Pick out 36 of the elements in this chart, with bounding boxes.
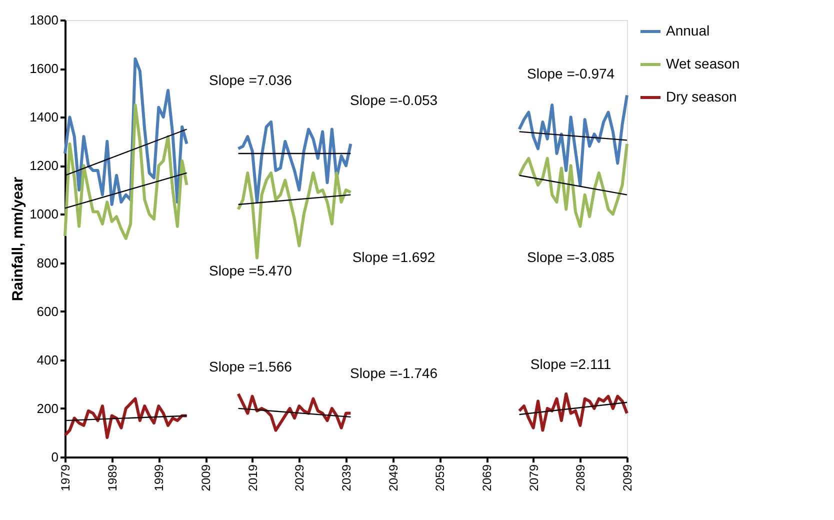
y-tick-label: 1600 [30, 61, 58, 76]
x-tick-label: 2099 [620, 464, 634, 492]
legend-label: Wet season [666, 56, 740, 72]
legend-label: Annual [666, 22, 710, 38]
x-tick-label: 2029 [292, 464, 307, 492]
y-tick-label: 400 [36, 352, 58, 368]
y-tick-label: 600 [36, 304, 58, 319]
annotation: Slope =-0.974 [527, 66, 615, 82]
annotation: Slope =5.470 [209, 262, 292, 278]
x-tick-label: 1979 [58, 464, 72, 492]
y-axis-title: Rainfall, mm/year [10, 176, 27, 302]
x-tick-label: 2039 [340, 464, 354, 492]
legend-label: Dry season [666, 88, 737, 104]
y-tick-label: 1200 [30, 158, 58, 174]
x-tick-label: 2009 [199, 464, 213, 492]
annotation: Slope =7.036 [209, 72, 292, 88]
x-tick-label: 2079 [526, 464, 541, 492]
annotation: Slope =-3.085 [527, 249, 615, 266]
y-tick-label: 200 [36, 400, 58, 416]
y-tick-label: 1000 [30, 206, 58, 222]
x-tick-label: 2059 [433, 464, 448, 492]
annotation: Slope =-1.746 [350, 364, 438, 381]
x-tick-label: 2089 [574, 464, 588, 492]
annotation: Slope =1.566 [209, 358, 292, 374]
y-tick-label: 1800 [30, 12, 58, 28]
x-tick-label: 2049 [386, 464, 400, 492]
annotation: Slope =2.111 [530, 356, 612, 372]
x-tick-label: 1989 [105, 464, 120, 492]
y-tick-label: 0 [51, 450, 58, 464]
annotation: Slope =1.692 [352, 249, 436, 266]
x-tick-label: 2069 [480, 464, 494, 492]
annotation: Slope =-0.053 [350, 92, 438, 108]
y-tick-label: 800 [36, 255, 58, 270]
x-tick-label: 2019 [246, 464, 260, 492]
y-tick-label: 1400 [30, 110, 58, 125]
x-tick-label: 1999 [152, 464, 166, 492]
